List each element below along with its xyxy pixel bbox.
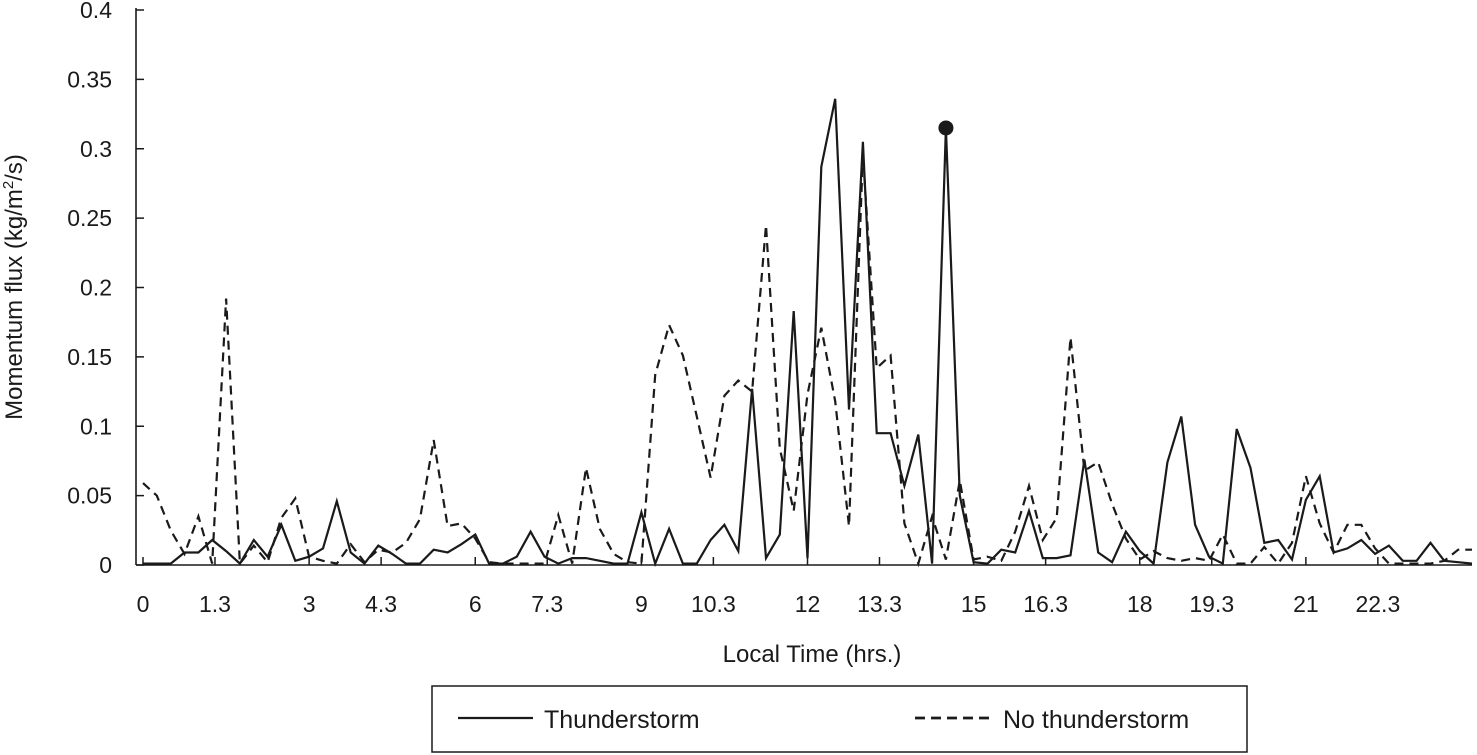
peak-marker-dot <box>938 120 954 136</box>
legend-label-no-thunderstorm: No thunderstorm <box>1003 706 1189 734</box>
x-tick-label: 10.3 <box>691 591 736 617</box>
x-tick-label: 19.3 <box>1189 591 1234 617</box>
x-tick-label: 3 <box>303 591 316 617</box>
x-tick-label: 16.3 <box>1023 591 1068 617</box>
x-tick-label: 18 <box>1127 591 1153 617</box>
x-tick-label: 12 <box>795 591 821 617</box>
y-tick-label: 0.25 <box>67 205 112 231</box>
x-tick-label: 9 <box>635 591 648 617</box>
y-axis-title-main: Momentum flux (kg/m <box>1 189 28 420</box>
x-tick-label: 22.3 <box>1355 591 1400 617</box>
x-tick-label: 13.3 <box>857 591 902 617</box>
y-tick-label: 0.4 <box>80 0 112 23</box>
y-tick-label: 0.3 <box>80 136 112 162</box>
y-axis-title-superscript: 2 <box>0 181 17 189</box>
x-tick-label: 4.3 <box>365 591 397 617</box>
y-tick-label: 0.1 <box>80 413 112 439</box>
series-line-no-thunderstorm <box>142 154 1472 568</box>
x-tick-label: 1.3 <box>199 591 231 617</box>
y-axis-ticks: 0 0.05 0.1 0.15 0.2 0.25 0.3 0.35 0.4 <box>67 0 144 578</box>
legend-label-thunderstorm: Thunderstorm <box>544 706 700 734</box>
y-tick-label: 0 <box>99 552 112 578</box>
series-line-thunderstorm <box>143 98 1473 568</box>
legend: Thunderstorm No thunderstorm <box>431 685 1248 753</box>
x-axis-title: Local Time (hrs.) <box>723 641 902 668</box>
legend-box <box>431 685 1248 753</box>
x-tick-label: 15 <box>961 591 987 617</box>
y-tick-label: 0.35 <box>67 66 112 92</box>
x-tick-label: 7.3 <box>531 591 563 617</box>
x-tick-label: 21 <box>1293 591 1319 617</box>
y-axis-title: Momentum flux (kg/m2/s) <box>0 154 28 420</box>
y-axis-title-tail: /s) <box>1 154 28 181</box>
x-tick-label: 0 <box>137 591 150 617</box>
x-axis-ticks: 0 1.3 3 4.3 6 7.3 9 10.3 12 13.3 15 16.3 18 19.3 21 22.… <box>137 557 1400 617</box>
x-tick-label: 6 <box>469 591 482 617</box>
series-layer <box>142 98 1473 568</box>
y-tick-label: 0.15 <box>67 344 112 370</box>
y-tick-label: 0.05 <box>67 483 112 509</box>
y-tick-label: 0.2 <box>80 275 112 301</box>
